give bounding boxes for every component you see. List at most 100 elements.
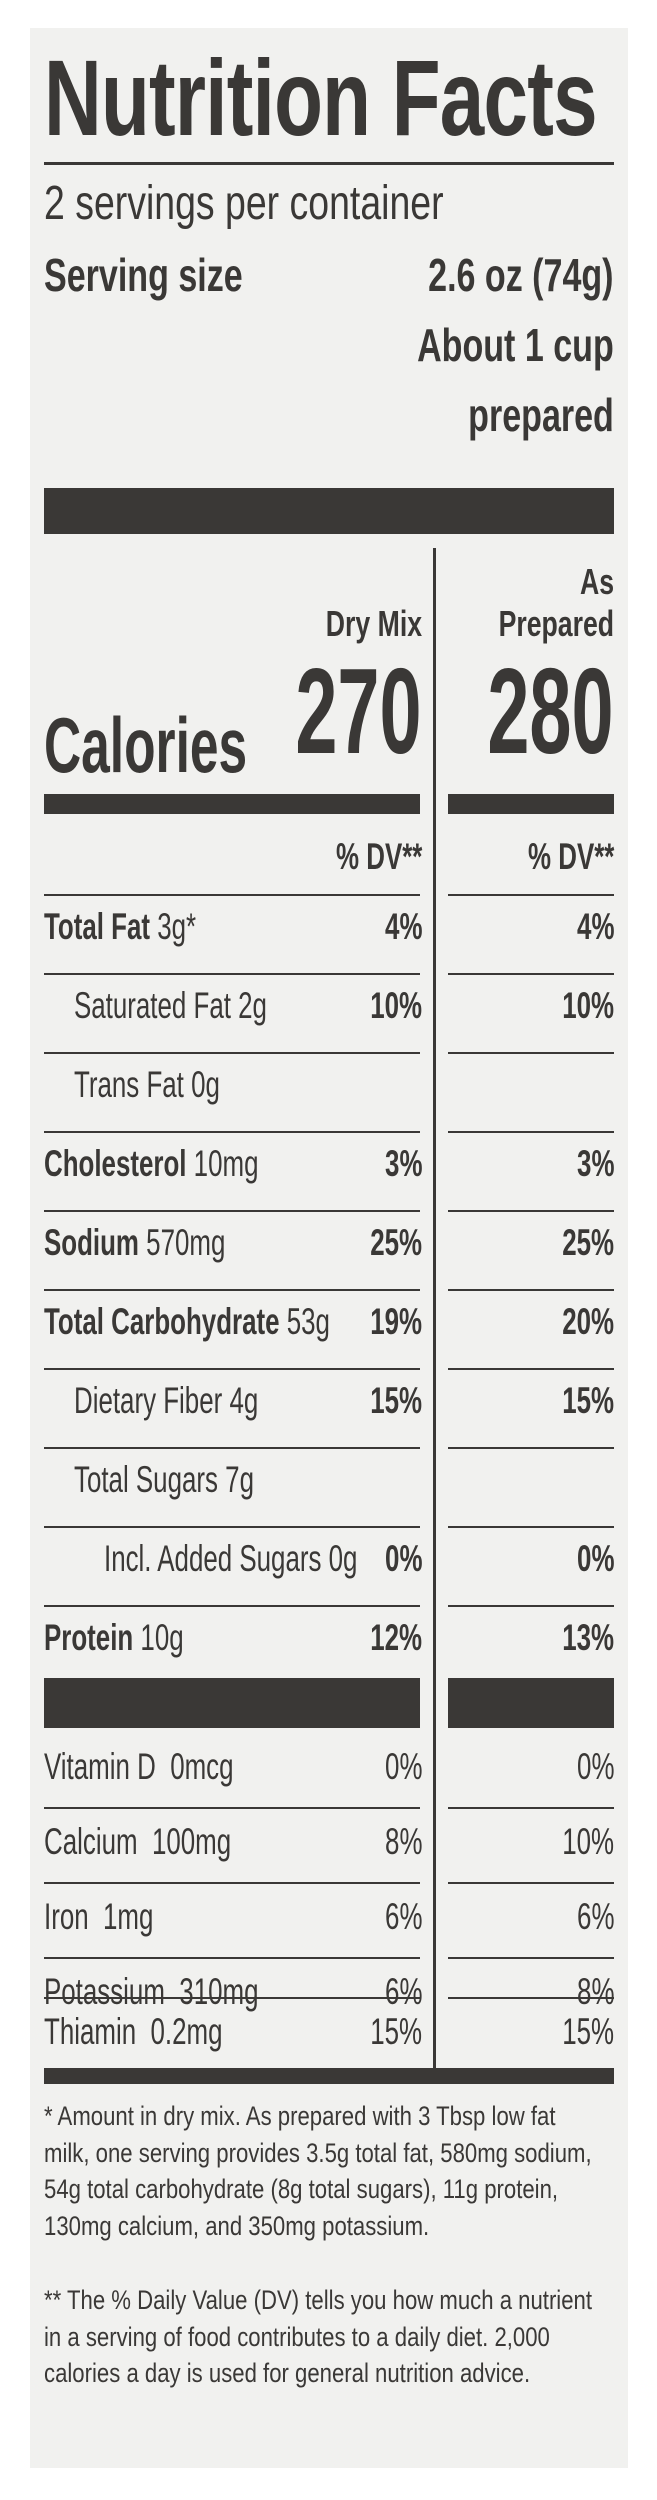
nutrient-dv-prepared: 0%	[576, 1538, 614, 1579]
nutrient-row: Total Carbohydrate 53g	[44, 1303, 330, 1340]
row-divider	[44, 1807, 420, 1809]
nutrient-row: Sodium 570mg	[44, 1224, 225, 1261]
nutrient-row: Total Sugars 7g	[74, 1461, 254, 1498]
column-header-prepared-1: As	[579, 561, 614, 602]
spacer	[186, 1143, 193, 1184]
nutrient-row: Total Fat 3g*	[44, 908, 196, 945]
nutrient-name: Dietary Fiber	[74, 1380, 223, 1421]
vitamin-dv-dry: 15%	[370, 2011, 422, 2052]
vitamin-amount: 100mg	[151, 1821, 232, 1862]
vitamin-name: Thiamin	[44, 2011, 137, 2052]
vitamin-dv-dry: 6%	[384, 1971, 422, 2012]
nutrient-amount: 570mg	[146, 1222, 226, 1263]
nutrient-dv-prepared: 10%	[562, 985, 614, 1026]
nutrient-amount: 53g	[286, 1301, 330, 1342]
nutrient-row: Incl. Added Sugars 0g	[104, 1540, 357, 1577]
nutrient-dv-dry: 0%	[384, 1538, 422, 1579]
spacer	[150, 906, 157, 947]
vitamin-name: Calcium	[44, 1821, 138, 1862]
thick-bar-top	[44, 488, 614, 534]
nutrient-dv-prepared: 3%	[576, 1143, 614, 1184]
row-divider	[448, 1210, 614, 1212]
row-divider	[448, 1447, 614, 1449]
column-header-prepared-2: Prepared	[498, 603, 614, 644]
nutrient-dv-dry: 3%	[384, 1143, 422, 1184]
nutrient-amount: 0g	[191, 1064, 220, 1105]
row-divider	[44, 1052, 420, 1054]
calories-label: Calories	[44, 701, 248, 789]
row-divider	[44, 1957, 420, 1959]
spacer	[218, 1459, 225, 1500]
row-divider	[448, 1289, 614, 1291]
vitamin-row: Potassium 310mg	[44, 1973, 259, 2010]
spacer	[89, 1896, 103, 1937]
vitamin-name: Potassium	[44, 1971, 165, 2012]
spacer	[138, 1821, 152, 1862]
nutrient-amount: 7g	[225, 1459, 254, 1500]
vitamin-row: Thiamin 0.2mg	[44, 2013, 223, 2050]
serving-size-label: Serving size	[44, 249, 243, 301]
vitamin-row: Iron 1mg	[44, 1898, 153, 1935]
nutrient-row: Saturated Fat 2g	[74, 987, 267, 1024]
vitamin-name: Iron	[44, 1896, 89, 1937]
nutrient-dv-dry: 25%	[370, 1222, 422, 1263]
nutrient-name: Cholesterol	[44, 1143, 187, 1184]
nutrient-amount: 3g*	[157, 906, 197, 947]
row-divider	[448, 1997, 614, 1999]
vitamin-amount: 0.2mg	[150, 2011, 223, 2052]
nutrient-dv-dry: 12%	[370, 1617, 422, 1658]
nutrient-name: Protein	[44, 1617, 134, 1658]
nutrient-name: Total Sugars	[74, 1459, 218, 1500]
row-divider	[448, 1605, 614, 1607]
nutrient-dv-dry: 15%	[370, 1380, 422, 1421]
nutrient-name: Saturated Fat	[74, 985, 231, 1026]
row-divider	[44, 1526, 420, 1528]
spacer	[156, 1746, 170, 1787]
row-divider	[448, 1882, 614, 1884]
page-title: Nutrition Facts	[44, 37, 598, 158]
row-divider	[44, 1289, 420, 1291]
nutrient-name: Total Carbohydrate	[44, 1301, 280, 1342]
nutrient-amount: 0g	[328, 1538, 358, 1579]
spacer	[139, 1222, 146, 1263]
vitamin-dv-prepared: 0%	[576, 1746, 614, 1787]
vitamin-dv-dry: 6%	[384, 1896, 422, 1937]
nutrient-name: Incl. Added Sugars	[104, 1538, 322, 1579]
row-divider	[44, 1368, 420, 1370]
title-rule	[44, 162, 614, 165]
vitamin-amount: 0mcg	[170, 1746, 234, 1787]
nutrient-dv-prepared: 20%	[562, 1301, 614, 1342]
nutrient-row: Protein 10g	[44, 1619, 184, 1656]
row-divider	[44, 1997, 420, 1999]
nutrient-dv-prepared: 13%	[562, 1617, 614, 1658]
vitamin-row: Calcium 100mg	[44, 1823, 231, 1860]
column-header-dry: Dry Mix	[325, 603, 422, 644]
vitamin-dv-prepared: 15%	[562, 2011, 614, 2052]
row-divider	[44, 894, 420, 896]
nutrient-dv-dry: 10%	[370, 985, 422, 1026]
spacer	[280, 1301, 287, 1342]
dv-header-dry: % DV**	[335, 836, 422, 877]
vitamin-bar-left	[44, 1678, 420, 1728]
nutrient-dv-prepared: 25%	[562, 1222, 614, 1263]
nutrition-facts-panel: Nutrition Facts 2 servings per container…	[30, 28, 628, 2468]
servings-per-container: 2 servings per container	[44, 177, 444, 230]
nutrient-amount: 10g	[140, 1617, 184, 1658]
vitamin-dv-prepared: 10%	[562, 1821, 614, 1862]
vitamin-name: Vitamin D	[44, 1746, 156, 1787]
vitamin-row: Vitamin D 0mcg	[44, 1748, 234, 1785]
vitamin-dv-dry: 0%	[384, 1746, 422, 1787]
vitamin-dv-dry: 8%	[384, 1821, 422, 1862]
vitamin-dv-prepared: 8%	[576, 1971, 614, 2012]
row-divider	[448, 1052, 614, 1054]
nutrient-amount: 2g	[238, 985, 267, 1026]
nutrient-dv-prepared: 4%	[576, 906, 614, 947]
row-divider	[44, 1210, 420, 1212]
nutrient-dv-dry: 19%	[370, 1301, 422, 1342]
nutrient-name: Total Fat	[44, 906, 150, 947]
vitamin-bar-right	[448, 1678, 614, 1728]
row-divider	[448, 1368, 614, 1370]
nutrient-row: Dietary Fiber 4g	[74, 1382, 258, 1419]
footnote-asterisk: * Amount in dry mix. As prepared with 3 …	[44, 2101, 592, 2242]
serving-size-value: 2.6 oz (74g)	[428, 249, 614, 301]
